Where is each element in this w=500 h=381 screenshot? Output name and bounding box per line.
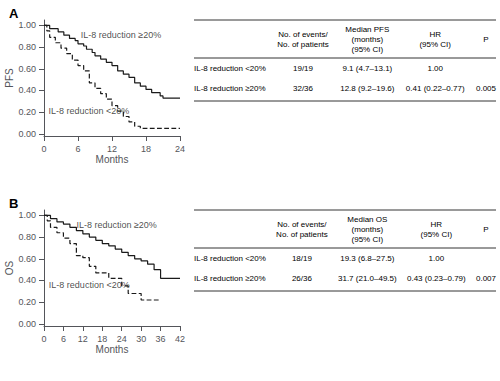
svg-text:0.20: 0.20 [18, 297, 36, 307]
svg-text:OS: OS [4, 260, 15, 275]
svg-text:19.3 (6.8–27.5): 19.3 (6.8–27.5) [340, 254, 395, 263]
svg-text:(95% CI): (95% CI) [421, 230, 453, 239]
svg-text:No. of events/: No. of events/ [277, 220, 327, 229]
svg-text:0.41 (0.22–0.77): 0.41 (0.22–0.77) [406, 84, 465, 93]
svg-text:19/19: 19/19 [293, 64, 314, 73]
svg-text:PFS: PFS [4, 68, 15, 88]
svg-text:0: 0 [41, 144, 46, 154]
svg-text:Months: Months [96, 344, 129, 355]
svg-text:30: 30 [136, 334, 146, 344]
svg-text:0.40: 0.40 [18, 85, 36, 95]
svg-text:0.60: 0.60 [18, 254, 36, 264]
svg-text:IL-8 reduction ≥20%: IL-8 reduction ≥20% [194, 274, 266, 283]
svg-text:6: 6 [61, 334, 66, 344]
svg-text:(95% CI): (95% CI) [419, 40, 451, 49]
svg-text:6: 6 [75, 144, 80, 154]
svg-text:24: 24 [117, 334, 127, 344]
svg-text:P: P [483, 225, 488, 234]
svg-text:IL-8 reduction <20%: IL-8 reduction <20% [48, 106, 130, 117]
svg-text:31.7 (21.0–49.5): 31.7 (21.0–49.5) [338, 274, 397, 283]
svg-text:(months): (months) [352, 35, 384, 44]
svg-text:18/19: 18/19 [292, 254, 313, 263]
svg-text:IL-8 reduction <20%: IL-8 reduction <20% [194, 64, 266, 73]
svg-text:(95% CI): (95% CI) [352, 45, 384, 54]
svg-text:0.005: 0.005 [476, 84, 497, 93]
svg-text:1.00: 1.00 [429, 254, 445, 263]
svg-text:IL-8 reduction <20%: IL-8 reduction <20% [194, 254, 266, 263]
svg-text:0.00: 0.00 [18, 319, 36, 329]
svg-text:No. of patients: No. of patients [276, 230, 328, 239]
svg-text:1.00: 1.00 [427, 64, 443, 73]
svg-text:Months: Months [96, 154, 129, 165]
svg-text:P: P [483, 35, 488, 44]
svg-text:0.40: 0.40 [18, 275, 36, 285]
svg-text:(months): (months) [352, 225, 384, 234]
svg-text:1.00: 1.00 [18, 20, 36, 30]
svg-text:0.80: 0.80 [18, 232, 36, 242]
svg-text:42: 42 [175, 334, 185, 344]
svg-text:IL-8 reduction ≥20%: IL-8 reduction ≥20% [194, 84, 266, 93]
svg-text:1.00: 1.00 [18, 210, 36, 220]
svg-text:26/36: 26/36 [292, 274, 313, 283]
svg-text:0.60: 0.60 [18, 64, 36, 74]
svg-text:0: 0 [41, 334, 46, 344]
svg-text:0.20: 0.20 [18, 107, 36, 117]
svg-text:36: 36 [156, 334, 166, 344]
svg-text:24: 24 [175, 144, 185, 154]
svg-text:12: 12 [78, 334, 88, 344]
svg-text:0.43 (0.23–0.79): 0.43 (0.23–0.79) [407, 274, 466, 283]
svg-text:Median OS: Median OS [347, 215, 387, 224]
svg-text:0.00: 0.00 [18, 129, 36, 139]
svg-text:No. of patients: No. of patients [277, 40, 329, 49]
svg-text:IL-8 reduction ≥20%: IL-8 reduction ≥20% [76, 220, 157, 230]
svg-text:IL-8 reduction <20%: IL-8 reduction <20% [49, 280, 130, 290]
svg-text:0.80: 0.80 [18, 42, 36, 52]
svg-text:Median PFS: Median PFS [345, 25, 389, 34]
svg-text:18: 18 [97, 334, 107, 344]
svg-text:HR: HR [429, 30, 441, 39]
svg-text:B: B [9, 196, 18, 211]
svg-text:IL-8 reduction ≥20%: IL-8 reduction ≥20% [81, 30, 162, 40]
svg-text:9.1 (4.7–13.1): 9.1 (4.7–13.1) [342, 64, 392, 73]
svg-text:No. of events/: No. of events/ [278, 30, 328, 39]
svg-text:(95% CI): (95% CI) [352, 235, 384, 244]
svg-text:18: 18 [141, 144, 151, 154]
svg-text:12.8 (9.2–19.6): 12.8 (9.2–19.6) [340, 84, 395, 93]
svg-text:32/36: 32/36 [293, 84, 314, 93]
svg-text:HR: HR [431, 220, 443, 229]
svg-text:12: 12 [107, 144, 117, 154]
svg-text:0.007: 0.007 [476, 274, 497, 283]
svg-text:A: A [9, 6, 19, 21]
